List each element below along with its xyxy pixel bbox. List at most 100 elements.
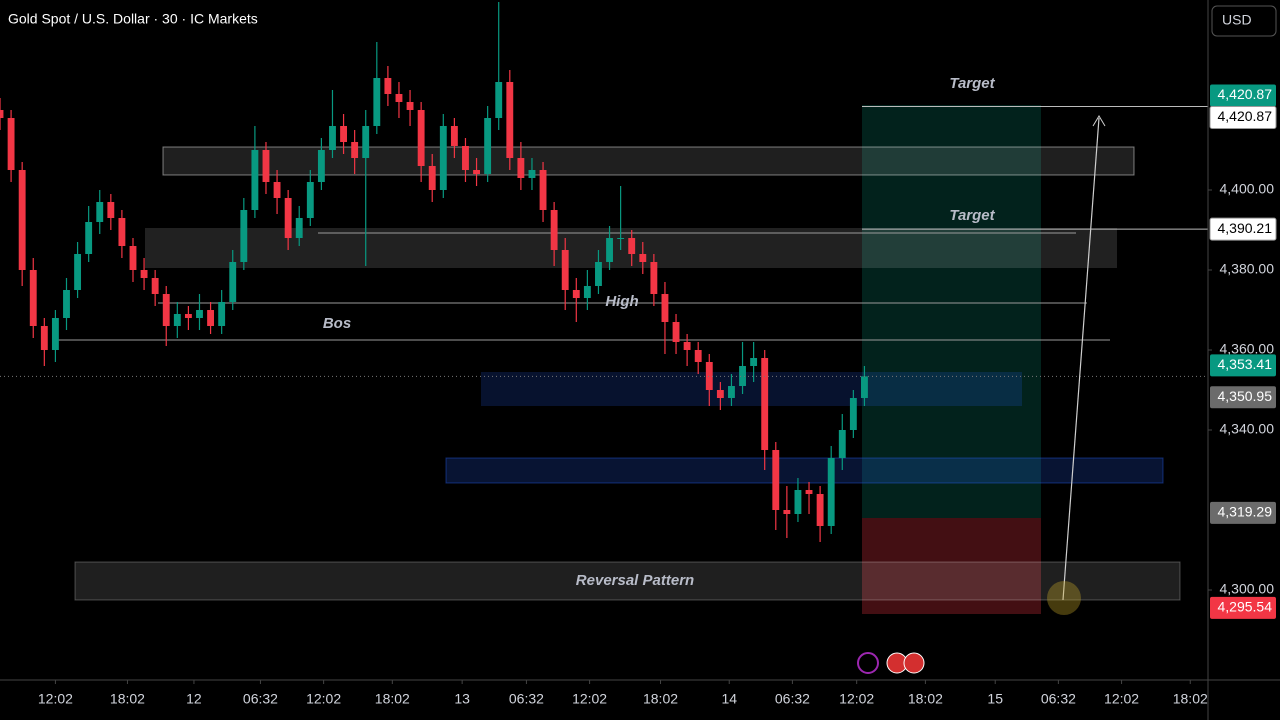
candle-body <box>484 118 492 174</box>
price-label-box <box>1209 106 1277 130</box>
candle-body <box>595 262 602 286</box>
y-tick-label: 4,380.00 <box>1220 261 1275 277</box>
arrow-head <box>1092 115 1106 127</box>
candle-body <box>184 314 192 318</box>
price-label-box <box>1210 386 1276 409</box>
candle-body <box>528 170 536 178</box>
candle-body <box>129 246 137 270</box>
x-tick-label: 06:32 <box>1041 691 1076 707</box>
candle-body <box>162 294 170 326</box>
candle-body <box>295 218 303 238</box>
annotation: High <box>605 293 638 310</box>
candle-body <box>417 110 425 166</box>
annotation: Target <box>949 207 995 224</box>
candle-body <box>761 358 769 450</box>
x-tick-label: 18:02 <box>908 691 943 707</box>
price-label-box <box>1209 217 1277 241</box>
candle-body <box>140 270 148 278</box>
candle-body <box>650 262 658 294</box>
candle-body <box>805 490 813 494</box>
candle-body <box>628 238 636 254</box>
candle-body <box>40 326 48 350</box>
y-tick-label: 4,360.00 <box>1220 341 1275 357</box>
price-label-box <box>1210 596 1276 619</box>
candle-body <box>739 366 746 386</box>
candle-body <box>705 362 713 390</box>
candle-body <box>606 238 613 262</box>
event-icon[interactable] <box>857 652 879 674</box>
candle-body <box>306 182 314 218</box>
candle-body <box>85 222 93 254</box>
currency-box[interactable] <box>1211 5 1277 37</box>
candle-body <box>827 458 835 526</box>
candle-body <box>229 262 237 302</box>
candle-body <box>550 210 558 250</box>
annotation: Reversal Pattern <box>576 572 694 589</box>
candle-body <box>151 278 159 294</box>
price-label: 4,295.54 <box>1218 599 1273 615</box>
candle-body <box>517 158 525 178</box>
candle-body <box>838 430 846 458</box>
x-tick-label: 14 <box>721 691 737 707</box>
zone <box>445 457 1164 484</box>
candle-body <box>406 102 414 110</box>
candle-body <box>617 238 625 239</box>
candle-body <box>561 250 569 290</box>
x-tick-label: 06:32 <box>775 691 810 707</box>
target-zone <box>862 105 1041 518</box>
candle-body <box>0 110 4 118</box>
candle-body <box>51 318 59 350</box>
candle-body <box>362 126 370 158</box>
projection-arrow <box>1062 117 1100 601</box>
annotation: Target <box>949 75 995 92</box>
candle-body <box>18 170 26 270</box>
candle-body <box>683 342 691 350</box>
candle-body <box>218 302 226 326</box>
candle-body <box>506 82 514 158</box>
candle-body <box>284 198 292 238</box>
candle-body <box>29 270 37 326</box>
candle-body <box>317 150 325 182</box>
candle-body <box>395 94 403 102</box>
candle-body <box>262 150 270 182</box>
candle-body <box>450 126 458 146</box>
x-tick-label: 06:32 <box>509 691 544 707</box>
y-tick-label: 4,300.00 <box>1220 581 1275 597</box>
candle-body <box>639 254 647 262</box>
x-tick-label: 12:02 <box>572 691 607 707</box>
event-icon[interactable] <box>903 652 925 674</box>
x-tick-label: 12:02 <box>1104 691 1139 707</box>
x-tick-label: 15 <box>987 691 1003 707</box>
zone <box>162 146 1135 176</box>
candle-body <box>7 118 15 170</box>
currency[interactable]: USD <box>1222 12 1252 28</box>
candle-body <box>351 142 359 158</box>
candle-body <box>240 210 248 262</box>
candle-body <box>373 78 381 126</box>
candle-body <box>583 286 591 298</box>
x-tick-label: 12:02 <box>38 691 73 707</box>
candle-body <box>794 490 802 514</box>
candle-body <box>251 150 259 210</box>
price-label: 4,319.29 <box>1218 504 1273 520</box>
candle-body <box>750 358 758 366</box>
candle-body <box>428 166 436 190</box>
price-label: 4,390.21 <box>1218 220 1273 236</box>
x-tick-label: 18:02 <box>1173 691 1208 707</box>
candle-body <box>329 126 336 150</box>
candle-body <box>74 254 82 290</box>
candle-body <box>107 202 115 218</box>
candle-body <box>273 182 281 198</box>
candle-body <box>63 290 70 318</box>
candle-body <box>816 494 824 526</box>
candle-body <box>772 450 780 510</box>
candle-body <box>783 510 791 514</box>
price-label-box <box>1210 84 1276 107</box>
plot <box>0 2 1208 542</box>
x-tick-label: 18:02 <box>375 691 410 707</box>
candle-body <box>861 376 868 398</box>
candle-body <box>849 398 857 430</box>
candle-body <box>495 82 503 118</box>
candle-body <box>661 294 669 322</box>
